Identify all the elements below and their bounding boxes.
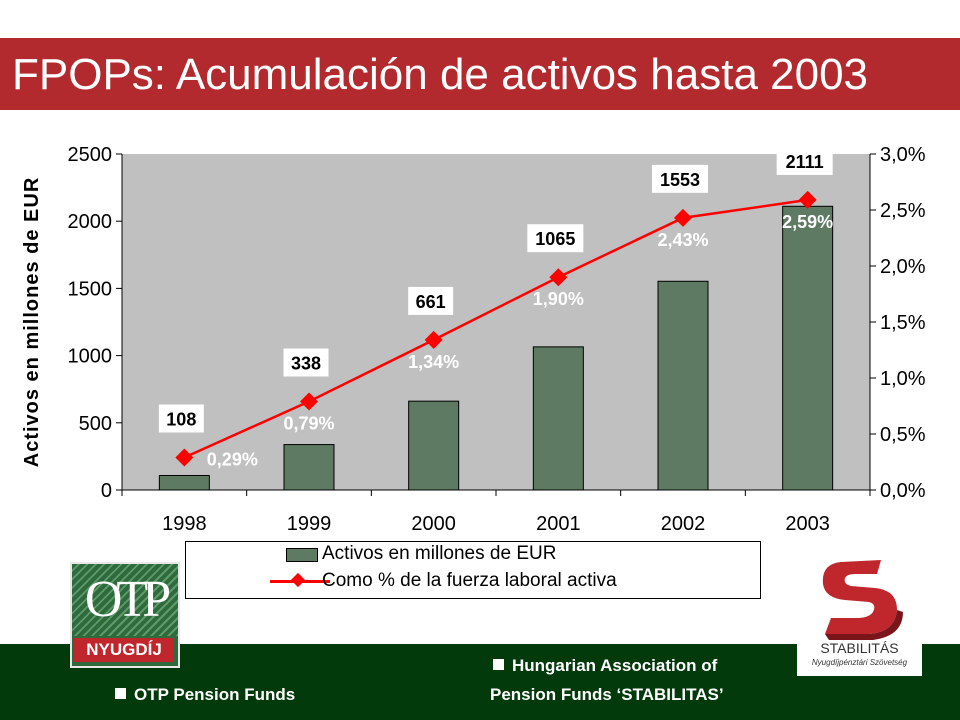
bar-data-label: 661: [416, 292, 446, 312]
legend-diamond-marker: [290, 572, 306, 588]
footer-left: OTP Pension Funds: [115, 685, 295, 705]
footer-right-line1: Hungarian Association of: [493, 656, 717, 676]
title-bar: [0, 38, 960, 110]
otp-logo-stripes: [72, 564, 178, 636]
bar-data-label: 338: [291, 354, 321, 374]
line-data-label: 0,29%: [207, 450, 258, 470]
legend-bar-label: Activos en millones de EUR: [322, 543, 557, 564]
otp-logo-letters: OTP: [84, 571, 171, 628]
y-tick-label-right: 1,0%: [880, 368, 926, 390]
x-tick-label: 1999: [287, 513, 332, 535]
bar-data-label: 1065: [535, 229, 575, 249]
x-tick-label: 1998: [162, 513, 207, 535]
stabilitas-s-icon: [822, 560, 903, 640]
y-tick-label-right: 1,5%: [880, 312, 926, 334]
x-tick-label: 2002: [661, 513, 706, 535]
y-axis-title: Activos en millones de EUR: [21, 177, 43, 468]
bar-data-label: 108: [166, 410, 196, 430]
bar-data-label-box: [652, 164, 708, 193]
bar-data-label-box: [283, 348, 329, 377]
otp-logo-name: NYUGDÍJ: [74, 638, 174, 662]
y-tick-label-left: 0: [101, 480, 112, 502]
line-marker: [674, 208, 692, 227]
y-tick-label-right: 2,0%: [880, 256, 926, 278]
y-tick-label-right: 3,0%: [880, 144, 926, 166]
y-tick-label-right: 2,5%: [880, 200, 926, 222]
footer-left-text: OTP Pension Funds: [134, 685, 296, 704]
bar: [158, 474, 210, 491]
bar-data-label: 2111: [786, 152, 824, 172]
y-tick-label-left: 2000: [68, 211, 113, 233]
line-data-label: 2,59%: [782, 212, 833, 232]
chart: 0 500 1000 1500 2000 2500 0,0% 0,5% 1,0% 1,5% 2,0%…: [21, 144, 926, 535]
y-tick-label-right: 0,0%: [880, 480, 926, 502]
y-tick-label-left: 1000: [68, 346, 113, 368]
line-marker: [175, 448, 194, 467]
stabilitas-name: STABILITÁS: [820, 640, 899, 656]
y-tick-label-left: 500: [79, 413, 112, 435]
line-marker: [798, 190, 817, 209]
line-data-label: 0,79%: [283, 414, 334, 434]
legend-bar-swatch: [286, 548, 318, 562]
line-data-label: 1,90%: [533, 289, 584, 309]
x-tick-label: 2000: [411, 513, 456, 535]
stabilitas-logo: STABILITÁS Nyugdíjpénztári Szövetség: [797, 552, 922, 676]
page-title: FPOPs: Acumulación de activos hasta 2003: [12, 50, 869, 99]
otp-nyugdij-logo: OTP NYUGDÍJ: [70, 562, 180, 668]
x-tick-label: 2001: [536, 513, 581, 535]
bar: [657, 280, 709, 491]
bar: [532, 346, 584, 491]
footer-right-line2: Pension Funds ‘STABILITAS’: [490, 685, 724, 704]
line-data-label: 1,34%: [408, 352, 459, 372]
bar: [283, 444, 335, 491]
line-marker: [424, 330, 443, 349]
footer-right-text-1: Hungarian Association of: [512, 656, 718, 675]
bar: [782, 205, 834, 491]
bar: [408, 400, 460, 491]
plot-area: [122, 154, 870, 490]
chart-legend: Activos en millones de EUR Como % de la …: [185, 541, 761, 599]
x-tick-label: 2003: [785, 513, 830, 535]
bar-data-label-box: [408, 286, 454, 315]
line-data-label: 2,43%: [657, 230, 708, 250]
bar-data-label: 1553: [660, 170, 700, 190]
y-tick-label-right: 0,5%: [880, 424, 926, 446]
y-tick-label-left: 1500: [68, 278, 113, 300]
stabilitas-subtitle: Nyugdíjpénztári Szövetség: [811, 658, 908, 667]
bar-data-label-box: [776, 146, 833, 175]
bar-data-label-box: [158, 404, 204, 433]
legend-line-label: Como % de la fuerza laboral activa: [322, 570, 617, 591]
y-tick-label-left: 2500: [68, 144, 113, 166]
series-line: [183, 198, 808, 459]
bullet-icon: [115, 688, 126, 700]
bullet-icon: [493, 659, 504, 671]
line-marker: [549, 268, 568, 287]
line-marker: [300, 392, 318, 411]
bar-data-label-box: [527, 224, 584, 253]
